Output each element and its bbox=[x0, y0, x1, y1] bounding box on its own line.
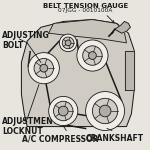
Polygon shape bbox=[115, 21, 130, 33]
Circle shape bbox=[62, 37, 74, 49]
Circle shape bbox=[40, 64, 48, 72]
Polygon shape bbox=[21, 20, 134, 127]
Circle shape bbox=[77, 40, 108, 71]
Polygon shape bbox=[49, 20, 126, 43]
Text: ADJUSTING
BOLT: ADJUSTING BOLT bbox=[2, 31, 50, 50]
Circle shape bbox=[28, 53, 59, 84]
Text: BELT TENSION GAUGE: BELT TENSION GAUGE bbox=[43, 3, 128, 9]
Text: CRANKSHAFT: CRANKSHAFT bbox=[86, 134, 144, 143]
Text: 07JGG - 0010100A: 07JGG - 0010100A bbox=[58, 8, 113, 13]
Circle shape bbox=[59, 34, 77, 52]
Circle shape bbox=[86, 92, 124, 130]
Polygon shape bbox=[124, 51, 134, 90]
Circle shape bbox=[99, 105, 111, 117]
Circle shape bbox=[49, 96, 78, 126]
Circle shape bbox=[65, 40, 71, 46]
Circle shape bbox=[58, 106, 68, 116]
Circle shape bbox=[88, 52, 96, 59]
Circle shape bbox=[83, 46, 102, 65]
Text: ADJUSTMENT
LOCKNUT: ADJUSTMENT LOCKNUT bbox=[2, 117, 59, 136]
Circle shape bbox=[54, 101, 73, 121]
Text: A/C COMPRESSOR: A/C COMPRESSOR bbox=[22, 134, 99, 143]
Circle shape bbox=[92, 98, 118, 124]
Circle shape bbox=[34, 58, 54, 78]
